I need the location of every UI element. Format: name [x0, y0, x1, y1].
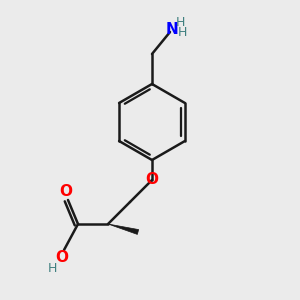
Text: O: O [59, 184, 73, 200]
Text: O: O [146, 172, 158, 188]
Text: H: H [47, 262, 57, 275]
Text: H: H [177, 26, 187, 40]
Polygon shape [108, 224, 139, 234]
Text: N: N [166, 22, 178, 37]
Text: O: O [56, 250, 68, 266]
Text: H: H [175, 16, 185, 29]
